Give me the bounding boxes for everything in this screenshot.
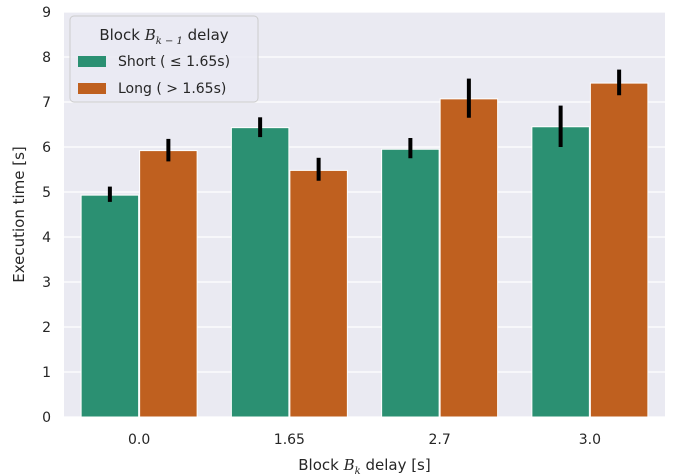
legend-title-sub: k − 1 [156,36,183,47]
bar [439,98,499,418]
bar [80,194,140,418]
y-tick-label: 3 [42,275,51,291]
x-axis-label-pre: Block [298,456,343,474]
x-tick-labels: 0.0 1.65 2.7 3.0 [128,432,601,448]
x-axis-label-sub: k [355,466,361,475]
x-tick-label: 2.7 [428,432,450,448]
y-tick-label: 2 [42,320,51,336]
bar [230,127,290,418]
legend-label-short: Short ( ≤ 1.65s) [118,54,230,70]
bar [381,148,440,418]
y-tick-label: 5 [42,185,51,201]
y-tick-label: 6 [42,140,51,156]
x-tick-label: 3.0 [579,432,601,448]
y-tick-label: 1 [42,365,51,381]
y-tick-label: 9 [42,5,51,21]
y-tick-label: 7 [42,95,51,111]
legend-label-long: Long ( > 1.65s) [118,81,226,97]
bar [531,126,590,418]
bar [139,150,198,418]
x-tick-label: 1.65 [274,432,305,448]
legend-title: Block Bk − 1 delay [99,26,228,47]
legend-swatch-long [78,83,106,94]
bars [80,82,649,418]
x-axis-label-post: delay [s] [361,456,431,474]
y-tick-label: 4 [42,230,51,246]
error-bars [107,69,622,202]
y-tick-label: 0 [42,410,51,426]
legend-title-post: delay [183,26,229,44]
legend-box [69,15,259,103]
legend-title-pre: Block [99,26,144,44]
x-axis-label-var: B [343,456,355,474]
y-tick-label: 8 [42,50,51,66]
legend-swatch-short [78,56,106,67]
bar [589,82,649,418]
y-axis-label: Execution time [s] [10,146,28,283]
x-axis-label: Block Bk delay [s] [298,456,430,475]
x-tick-label: 0.0 [128,432,150,448]
legend: Block Bk − 1 delay Short ( ≤ 1.65s) Long… [69,15,259,103]
bar [289,169,348,418]
legend-title-var: B [144,26,156,44]
y-tick-labels: 0 1 2 3 4 5 6 7 8 9 [42,5,51,426]
